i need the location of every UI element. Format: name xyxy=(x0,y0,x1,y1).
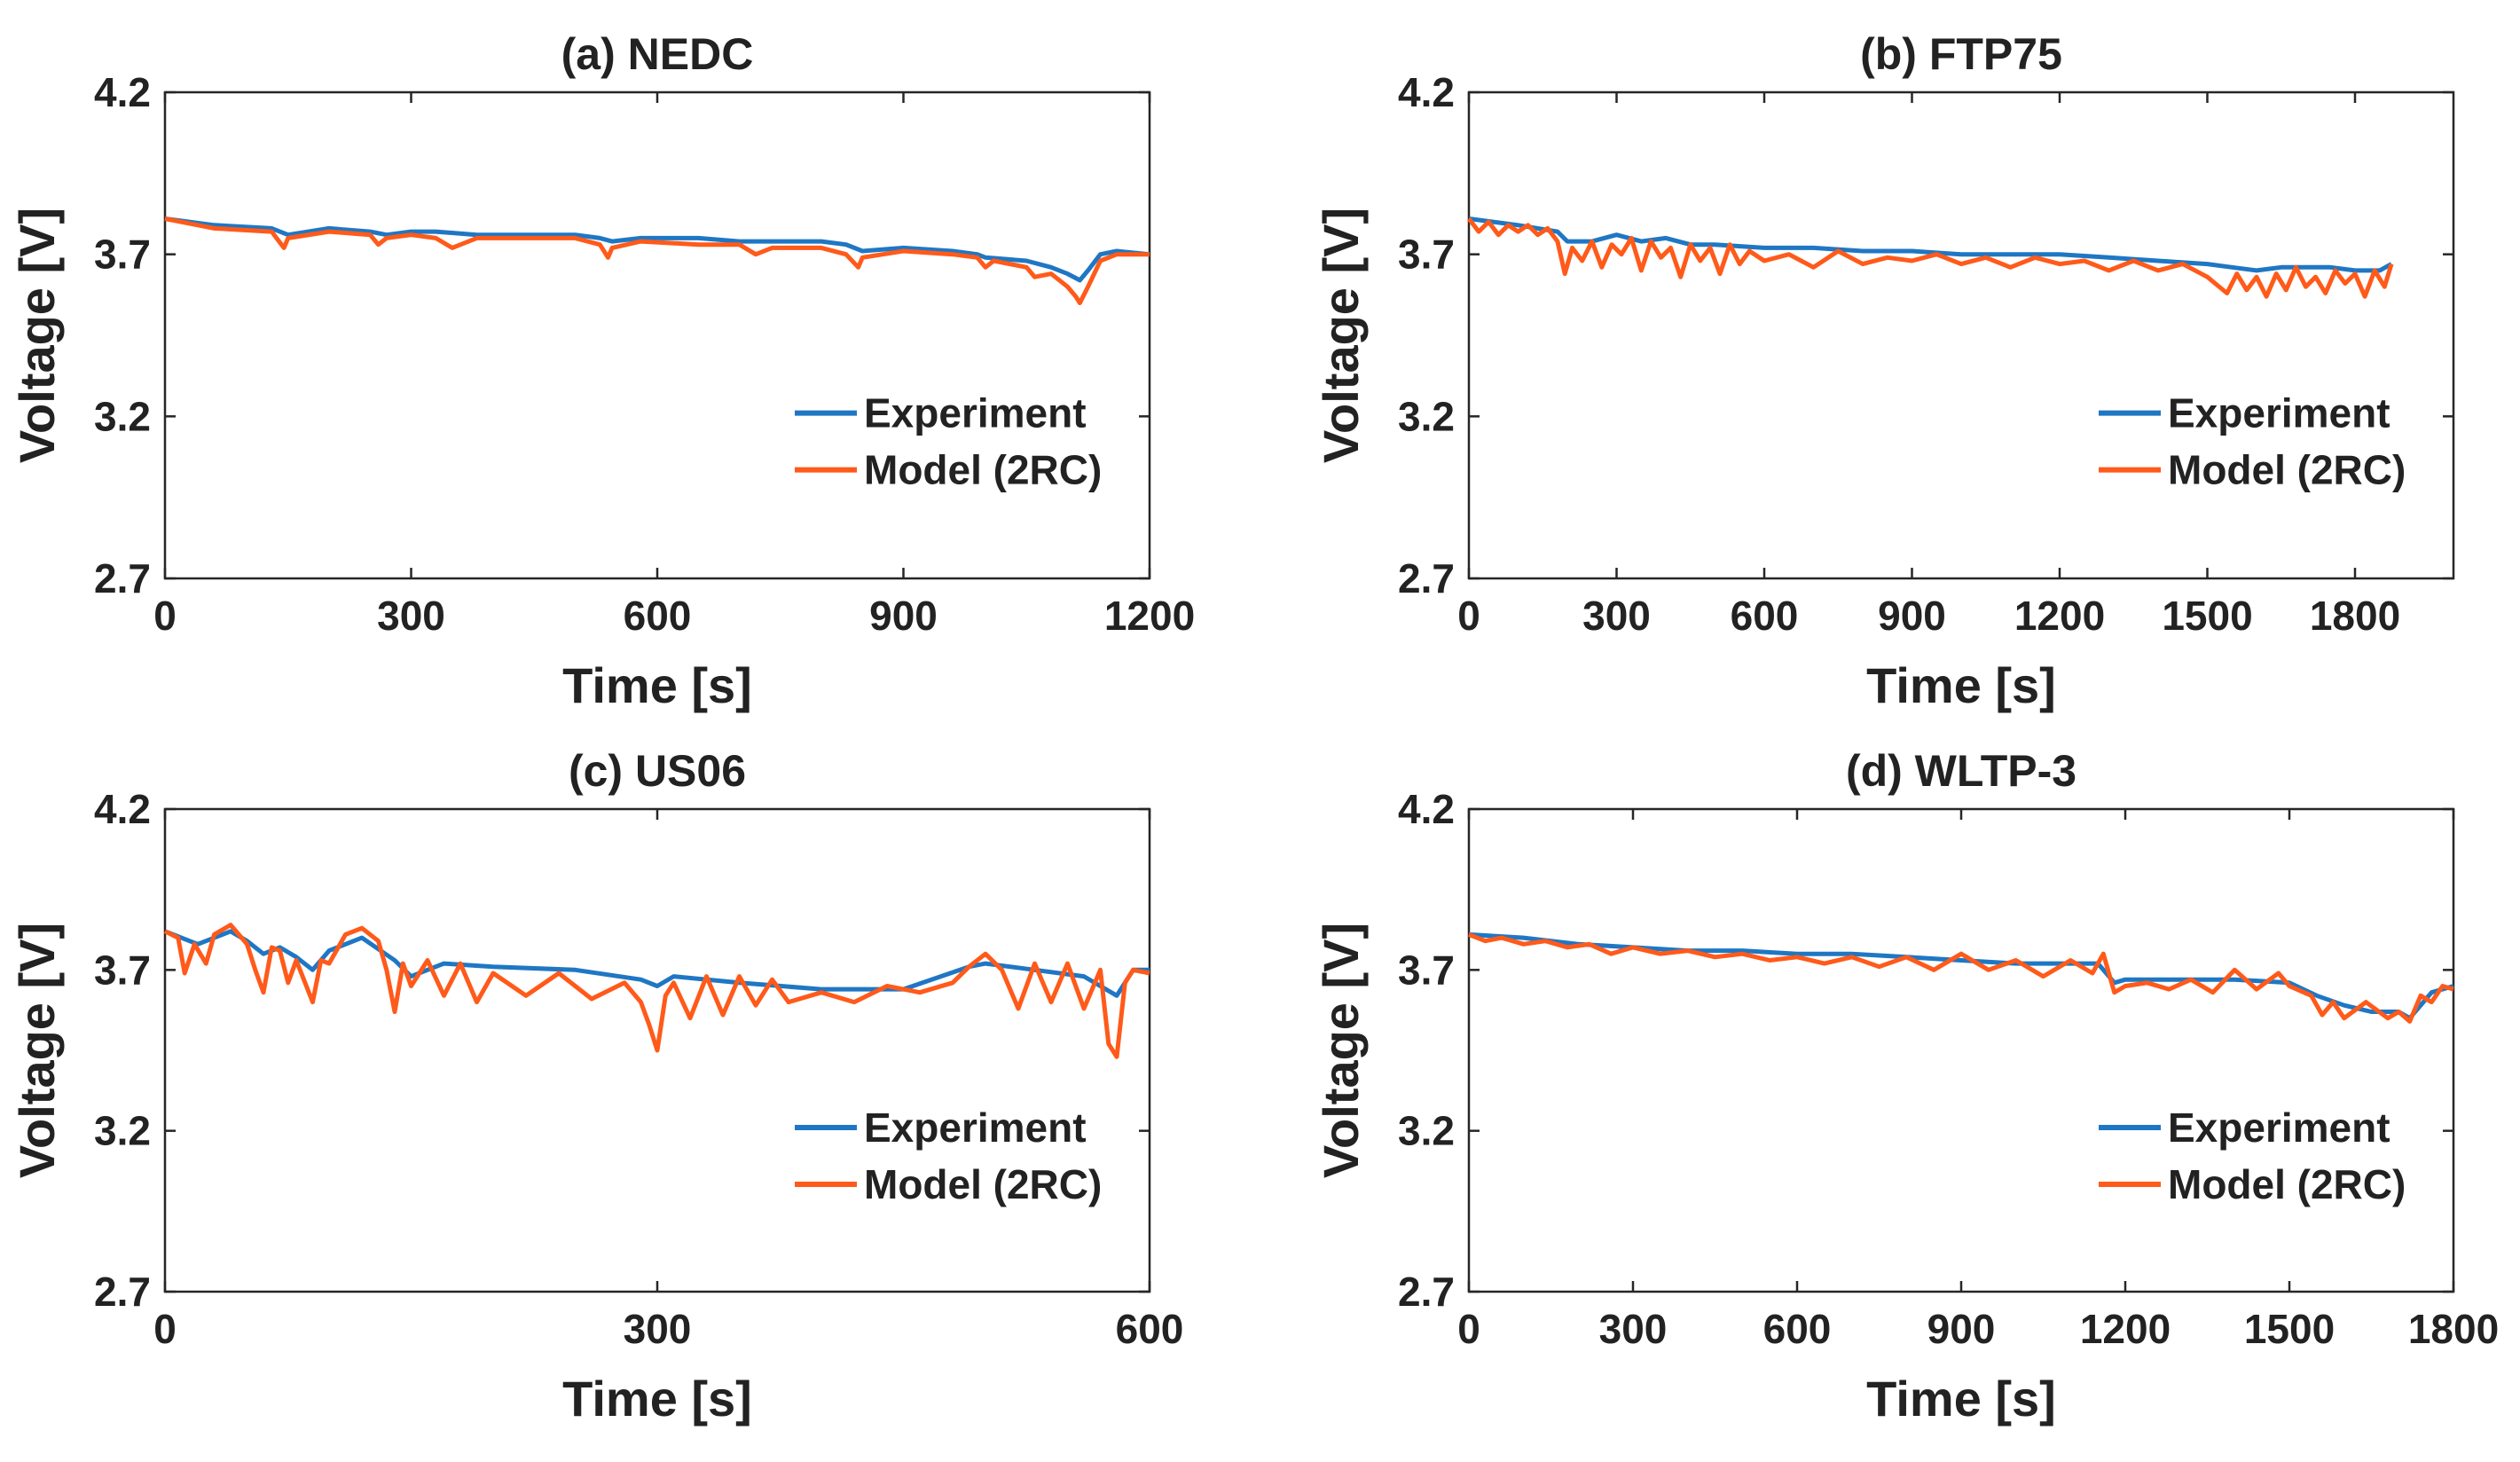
x-tick-label: 1500 xyxy=(2162,593,2252,639)
y-tick-label: 2.7 xyxy=(94,1269,151,1315)
legend-label-experiment: Experiment xyxy=(2168,390,2390,436)
plot-area xyxy=(1467,90,2455,580)
x-tick-label: 300 xyxy=(624,1306,692,1352)
x-tick-label: 300 xyxy=(377,593,445,639)
y-tick-label: 3.7 xyxy=(94,947,151,993)
x-tick-label: 1800 xyxy=(2310,593,2400,639)
y-tick-label: 2.7 xyxy=(1398,555,1455,601)
series-line-model xyxy=(163,923,1150,1059)
x-tick-label: 1500 xyxy=(2244,1306,2335,1352)
x-axis-label: Time [s] xyxy=(562,657,752,713)
y-tick-label: 3.7 xyxy=(1398,947,1455,993)
panel-b-ftp75: (b) FTP75 0 300 600 900 1200 1500 1800 2.7 3.2 3.7… xyxy=(1313,29,2455,713)
x-axis-label: Time [s] xyxy=(1866,657,2056,713)
x-tick-label: 0 xyxy=(1457,1306,1480,1352)
x-tick-label: 900 xyxy=(869,593,938,639)
legend-label-model: Model (2RC) xyxy=(2168,447,2406,493)
panel-c-us06: (c) US06 0 300 600 2.7 3.2 3.7 4.2 Time [s] Volta… xyxy=(9,746,1183,1427)
legend-label-model: Model (2RC) xyxy=(864,1161,1102,1207)
x-tick-label: 300 xyxy=(1599,1306,1668,1352)
chart-title: (a) NEDC xyxy=(561,29,754,79)
y-tick-label: 3.2 xyxy=(94,393,151,439)
x-tick-label: 1800 xyxy=(2408,1306,2499,1352)
x-axis-label: Time [s] xyxy=(562,1371,752,1427)
legend-label-model: Model (2RC) xyxy=(2168,1161,2406,1207)
y-tick-label: 2.7 xyxy=(1398,1269,1455,1315)
x-tick-label: 600 xyxy=(1763,1306,1832,1352)
y-axis-label: Voltage [V] xyxy=(9,923,65,1178)
series-line-experiment xyxy=(164,216,1150,283)
chart-title: (c) US06 xyxy=(569,746,746,796)
plot-area xyxy=(1467,807,2455,1293)
series-line-model xyxy=(1467,216,2394,299)
x-axis-label: Time [s] xyxy=(1866,1371,2056,1427)
x-tick-label: 1200 xyxy=(2014,593,2105,639)
y-tick-label: 4.2 xyxy=(94,69,151,115)
x-tick-label: 1200 xyxy=(2080,1306,2171,1352)
series-line-model xyxy=(164,216,1150,305)
panel-a-nedc: (a) NEDC 0 300 600 900 1200 2.7 3.2 3.7 4.2 Time [… xyxy=(9,29,1195,713)
y-tick-label: 3.2 xyxy=(1398,393,1455,439)
y-axis-label: Voltage [V] xyxy=(1313,208,1369,463)
y-tick-label: 3.7 xyxy=(94,232,151,278)
y-tick-label: 3.2 xyxy=(1398,1108,1455,1154)
y-tick-label: 2.7 xyxy=(94,555,151,601)
y-tick-label: 4.2 xyxy=(1398,69,1455,115)
x-tick-label: 600 xyxy=(1116,1306,1184,1352)
legend-label-model: Model (2RC) xyxy=(864,447,1102,493)
x-tick-label: 900 xyxy=(1878,593,1946,639)
y-tick-label: 4.2 xyxy=(94,786,151,832)
legend-label-experiment: Experiment xyxy=(864,390,1087,436)
chart-title: (b) FTP75 xyxy=(1860,29,2062,79)
x-tick-label: 600 xyxy=(624,593,692,639)
panel-d-wltp3: (d) WLTP-3 0 300 600 900 1200 1500 1800 2.7 3.2 3.… xyxy=(1313,746,2499,1427)
y-tick-label: 3.2 xyxy=(94,1108,151,1154)
y-axis-label: Voltage [V] xyxy=(1313,923,1369,1178)
legend-label-experiment: Experiment xyxy=(864,1104,1087,1151)
x-tick-label: 0 xyxy=(153,1306,177,1352)
y-tick-label: 4.2 xyxy=(1398,786,1455,832)
x-tick-label: 300 xyxy=(1582,593,1651,639)
x-tick-label: 600 xyxy=(1731,593,1799,639)
legend-label-experiment: Experiment xyxy=(2168,1104,2390,1151)
y-tick-label: 3.7 xyxy=(1398,232,1455,278)
plot-area xyxy=(163,90,1151,580)
x-tick-label: 0 xyxy=(153,593,177,639)
chart-title: (d) WLTP-3 xyxy=(1846,746,2076,796)
x-tick-label: 1200 xyxy=(1104,593,1195,639)
series-line-model xyxy=(1468,932,2454,1024)
y-axis-label: Voltage [V] xyxy=(9,208,65,463)
x-tick-label: 900 xyxy=(1927,1306,1996,1352)
x-tick-label: 0 xyxy=(1457,593,1480,639)
